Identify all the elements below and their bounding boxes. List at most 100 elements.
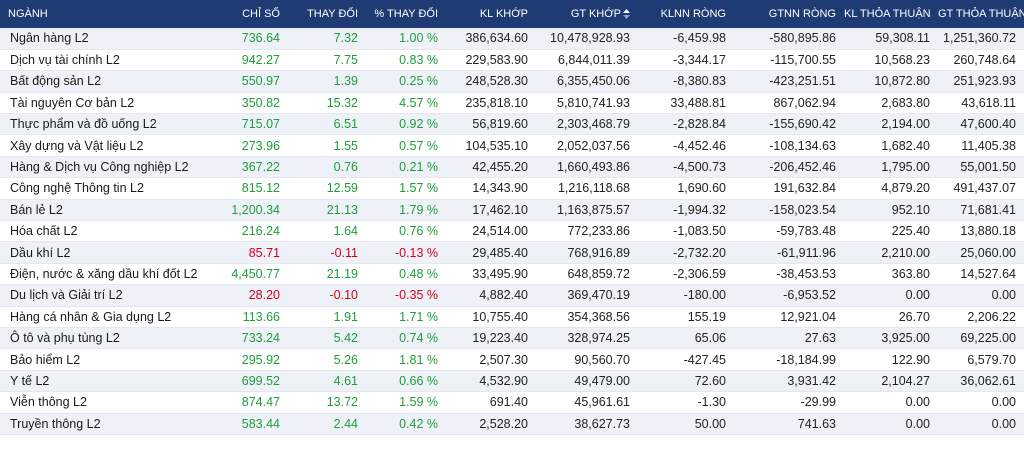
cell-klnn-rong: 72.60 [638, 370, 734, 393]
cell-klnn-rong: -2,732.20 [638, 241, 734, 264]
cell-index: 85.71 [222, 241, 288, 264]
table-row[interactable]: Ngân hàng L2 736.64 7.32 1.00 % 386,634.60 10… [0, 28, 1024, 50]
table-row[interactable]: Công nghệ Thông tin L2 815.12 12.59 1.57 % 1… [0, 177, 1024, 200]
table-row[interactable]: Hàng & Dịch vụ Công nghiệp L2 367.22 0.76 0… [0, 156, 1024, 179]
cell-gt-thoa-thuan: 55,001.50 [938, 156, 1024, 179]
cell-gtnn-rong: -18,184.99 [734, 348, 844, 371]
header-klnn-rong[interactable]: KLNN RÒNG [660, 8, 726, 20]
cell-change: 13.72 [288, 391, 366, 414]
cell-klnn-rong: 50.00 [638, 413, 734, 435]
cell-gtnn-rong: -206,452.46 [734, 156, 844, 179]
cell-name: Dầu khí L2 [0, 241, 222, 264]
table-row[interactable]: Viễn thông L2 874.47 13.72 1.59 % 691.40 45,9… [0, 391, 1024, 414]
header-nganh[interactable]: NGÀNH [8, 8, 48, 20]
cell-pct-change: 1.81 % [366, 348, 446, 371]
cell-kl-thoa-thuan: 4,879.20 [844, 177, 938, 200]
cell-gtnn-rong: -115,700.55 [734, 49, 844, 72]
header-gt-khop-label: GT KHỚP [570, 8, 621, 20]
header-thay-doi[interactable]: THAY ĐỔI [307, 8, 358, 20]
table-row[interactable]: Thực phẩm và đồ uống L2 715.07 6.51 0.92 % 5… [0, 113, 1024, 136]
cell-kl-khop: 104,535.10 [446, 134, 536, 157]
cell-gtnn-rong: 191,632.84 [734, 177, 844, 200]
cell-gt-khop: 5,810,741.93 [536, 92, 638, 115]
cell-change: 2.44 [288, 413, 366, 435]
cell-klnn-rong: -1,994.32 [638, 199, 734, 222]
cell-pct-change: 0.66 % [366, 370, 446, 393]
cell-pct-change: 0.21 % [366, 156, 446, 179]
cell-gtnn-rong: -61,911.96 [734, 241, 844, 264]
cell-index: 699.52 [222, 370, 288, 393]
table-row[interactable]: Bảo hiểm L2 295.92 5.26 1.81 % 2,507.30 90,56… [0, 348, 1024, 371]
header-kl-khop[interactable]: KL KHỚP [479, 8, 528, 20]
cell-kl-khop: 19,223.40 [446, 327, 536, 350]
cell-kl-thoa-thuan: 122.90 [844, 348, 938, 371]
table-row[interactable]: Bất động sản L2 550.97 1.39 0.25 % 248,528.3… [0, 70, 1024, 93]
cell-gt-khop: 2,052,037.56 [536, 134, 638, 157]
cell-kl-khop: 29,485.40 [446, 241, 536, 264]
cell-index: 216.24 [222, 220, 288, 243]
header-kl-thoa-thuan[interactable]: KL THỎA THUẬN [844, 8, 931, 20]
cell-kl-thoa-thuan: 26.70 [844, 306, 938, 328]
table-row[interactable]: Tài nguyên Cơ bản L2 350.82 15.32 4.57 % 235… [0, 92, 1024, 115]
table-row[interactable]: Hóa chất L2 216.24 1.64 0.76 % 24,514.00 772,… [0, 220, 1024, 243]
cell-kl-thoa-thuan: 952.10 [844, 199, 938, 222]
header-pct-thay-doi[interactable]: % THAY ĐỔI [374, 8, 438, 20]
cell-index: 733.24 [222, 327, 288, 350]
table-row[interactable]: Hàng cá nhân & Gia dụng L2 113.66 1.91 1.71… [0, 306, 1024, 328]
cell-kl-khop: 386,634.60 [446, 28, 536, 50]
cell-pct-change: 0.74 % [366, 327, 446, 350]
cell-name: Ô tô và phụ tùng L2 [0, 327, 222, 350]
header-gtnn-rong[interactable]: GTNN RÒNG [768, 8, 836, 20]
sort-icon [623, 9, 630, 20]
cell-change: 7.32 [288, 28, 366, 50]
cell-index: 874.47 [222, 391, 288, 414]
cell-gtnn-rong: -158,023.54 [734, 199, 844, 222]
cell-kl-khop: 56,819.60 [446, 113, 536, 136]
cell-gtnn-rong: 741.63 [734, 413, 844, 435]
cell-gt-thoa-thuan: 36,062.61 [938, 370, 1024, 393]
cell-pct-change: 0.42 % [366, 413, 446, 435]
cell-name: Ngân hàng L2 [0, 28, 222, 50]
cell-gt-khop: 648,859.72 [536, 263, 638, 286]
header-gt-khop[interactable]: GT KHỚP [536, 0, 638, 28]
cell-name: Du lịch và Giải trí L2 [0, 284, 222, 307]
cell-kl-khop: 42,455.20 [446, 156, 536, 179]
cell-gt-khop: 328,974.25 [536, 327, 638, 350]
table-row[interactable]: Dịch vụ tài chính L2 942.27 7.75 0.83 % 229,… [0, 49, 1024, 72]
cell-pct-change: 0.25 % [366, 70, 446, 93]
table-row[interactable]: Y tế L2 699.52 4.61 0.66 % 4,532.90 49,479.00… [0, 370, 1024, 393]
cell-name: Bảo hiểm L2 [0, 348, 222, 371]
cell-gtnn-rong: -108,134.63 [734, 134, 844, 157]
cell-kl-khop: 691.40 [446, 391, 536, 414]
table-row[interactable]: Bán lẻ L2 1,200.34 21.13 1.79 % 17,462.10 1,1… [0, 199, 1024, 222]
cell-klnn-rong: 1,690.60 [638, 177, 734, 200]
cell-index: 28.20 [222, 284, 288, 307]
cell-pct-change: -0.35 % [366, 284, 446, 307]
cell-change: 1.64 [288, 220, 366, 243]
cell-klnn-rong: -6,459.98 [638, 28, 734, 50]
cell-klnn-rong: -180.00 [638, 284, 734, 307]
header-gt-thoa-thuan[interactable]: GT THỎA THUẬN [938, 8, 1024, 20]
cell-change: 15.32 [288, 92, 366, 115]
cell-gt-khop: 38,627.73 [536, 413, 638, 435]
cell-klnn-rong: 65.06 [638, 327, 734, 350]
cell-gt-khop: 1,660,493.86 [536, 156, 638, 179]
cell-pct-change: 1.00 % [366, 28, 446, 50]
cell-gtnn-rong: 3,931.42 [734, 370, 844, 393]
cell-pct-change: 1.59 % [366, 391, 446, 414]
cell-gt-thoa-thuan: 260,748.64 [938, 49, 1024, 72]
table-row[interactable]: Dầu khí L2 85.71 -0.11 -0.13 % 29,485.40 768,… [0, 241, 1024, 264]
cell-kl-khop: 235,818.10 [446, 92, 536, 115]
table-row[interactable]: Xây dựng và Vật liệu L2 273.96 1.55 0.57 % 1… [0, 134, 1024, 157]
table-row[interactable]: Du lịch và Giải trí L2 28.20 -0.10 -0.35 % 4… [0, 284, 1024, 307]
table-row[interactable]: Truyền thông L2 583.44 2.44 0.42 % 2,528.20 3… [0, 413, 1024, 435]
table-row[interactable]: Điện, nước & xăng dầu khí đốt L2 4,450.77… [0, 263, 1024, 286]
cell-gtnn-rong: -59,783.48 [734, 220, 844, 243]
cell-index: 1,200.34 [222, 199, 288, 222]
cell-kl-thoa-thuan: 225.40 [844, 220, 938, 243]
table-row[interactable]: Ô tô và phụ tùng L2 733.24 5.42 0.74 % 19,22… [0, 327, 1024, 350]
cell-gt-thoa-thuan: 2,206.22 [938, 306, 1024, 328]
cell-index: 942.27 [222, 49, 288, 72]
cell-pct-change: 1.71 % [366, 306, 446, 328]
header-chi-so[interactable]: CHỈ SỐ [242, 8, 280, 20]
